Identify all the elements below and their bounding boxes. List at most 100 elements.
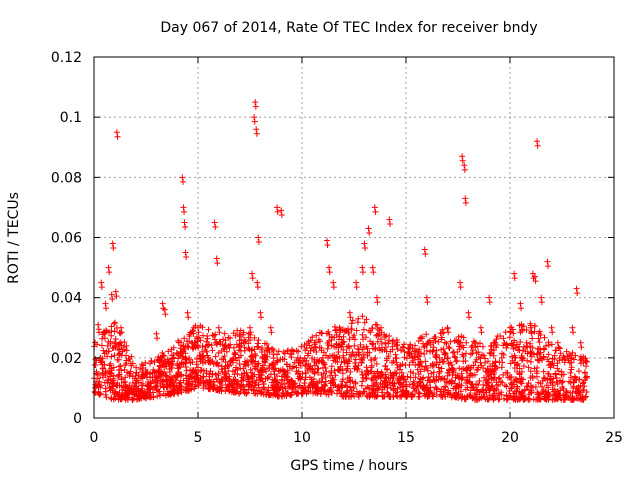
- data-point: [178, 353, 185, 360]
- band-point: [430, 369, 437, 376]
- band-point: [270, 360, 277, 367]
- band-point: [274, 393, 281, 400]
- band-point: [347, 368, 354, 375]
- band-point: [444, 354, 451, 361]
- band-point: [583, 358, 590, 365]
- band-point: [210, 360, 217, 367]
- band-point: [377, 336, 384, 343]
- band-point: [360, 336, 367, 343]
- band-point: [349, 349, 356, 356]
- band-point: [511, 359, 518, 366]
- band-point: [466, 372, 473, 379]
- band-point: [422, 384, 429, 391]
- band-point: [527, 368, 534, 375]
- band-point: [373, 332, 380, 339]
- data-point: [330, 284, 337, 291]
- band-point: [578, 396, 585, 403]
- band-point: [270, 355, 277, 362]
- data-point: [174, 365, 181, 372]
- data-point: [174, 360, 181, 367]
- data-point: [299, 384, 305, 391]
- band-point: [306, 342, 313, 349]
- band-point: [366, 327, 373, 334]
- band-point: [238, 382, 245, 389]
- band-point: [156, 362, 163, 369]
- band-point: [118, 342, 125, 349]
- band-point: [446, 345, 453, 352]
- band-point: [535, 335, 542, 342]
- band-point: [463, 339, 470, 346]
- band-point: [240, 375, 247, 382]
- band-point: [488, 375, 495, 382]
- data-point: [288, 378, 295, 385]
- data-point: [114, 133, 121, 140]
- band-point: [103, 327, 110, 334]
- band-point: [458, 394, 465, 401]
- band-point: [450, 366, 457, 373]
- band-point: [249, 369, 256, 376]
- data-point: [105, 264, 112, 271]
- band-point: [251, 363, 258, 370]
- band-point: [416, 360, 423, 367]
- band-point: [195, 364, 202, 371]
- band-point: [577, 357, 584, 364]
- data-point: [113, 293, 120, 300]
- band-point: [218, 363, 225, 370]
- band-point: [462, 350, 469, 357]
- data-point: [102, 300, 109, 307]
- data-point: [115, 366, 122, 373]
- data-point: [133, 377, 140, 384]
- band-point: [361, 319, 368, 326]
- band-point: [554, 380, 561, 387]
- band-point: [473, 356, 480, 363]
- band-point: [459, 393, 466, 400]
- band-point: [274, 351, 281, 358]
- data-point: [93, 383, 100, 390]
- band-point: [371, 356, 378, 363]
- band-point: [274, 379, 281, 386]
- data-point: [159, 300, 166, 307]
- data-point: [459, 157, 466, 164]
- data-point: [254, 279, 261, 286]
- band-point: [410, 385, 417, 392]
- band-point: [165, 348, 172, 355]
- data-point: [561, 354, 568, 361]
- band-point: [204, 379, 211, 386]
- band-point: [539, 357, 546, 364]
- data-point: [392, 354, 399, 361]
- band-point: [199, 343, 206, 350]
- band-point: [139, 380, 146, 387]
- data-point: [378, 324, 385, 331]
- band-point: [313, 332, 320, 339]
- band-point: [463, 380, 470, 387]
- band-point: [215, 349, 222, 356]
- band-point: [339, 382, 346, 389]
- band-point: [389, 374, 396, 381]
- data-point: [374, 299, 381, 306]
- band-point: [147, 360, 154, 367]
- band-point: [123, 347, 130, 354]
- band-point: [540, 353, 547, 360]
- band-point: [325, 391, 332, 398]
- band-point: [296, 360, 303, 367]
- band-point: [265, 344, 272, 351]
- band-point: [301, 341, 308, 348]
- band-point: [379, 393, 386, 400]
- data-point: [103, 305, 110, 312]
- data-point: [274, 208, 281, 215]
- band-point: [547, 373, 554, 380]
- band-point: [570, 396, 577, 403]
- data-point: [252, 103, 259, 110]
- band-point: [258, 372, 265, 379]
- band-point: [245, 386, 252, 393]
- data-point: [258, 314, 265, 321]
- band-point: [491, 369, 498, 376]
- band-point: [281, 381, 288, 388]
- band-point: [116, 382, 123, 389]
- data-point: [461, 162, 468, 169]
- band-point: [455, 391, 462, 398]
- band-point: [527, 349, 534, 356]
- data-point: [294, 354, 301, 361]
- band-point: [518, 352, 525, 359]
- band-point: [213, 375, 220, 382]
